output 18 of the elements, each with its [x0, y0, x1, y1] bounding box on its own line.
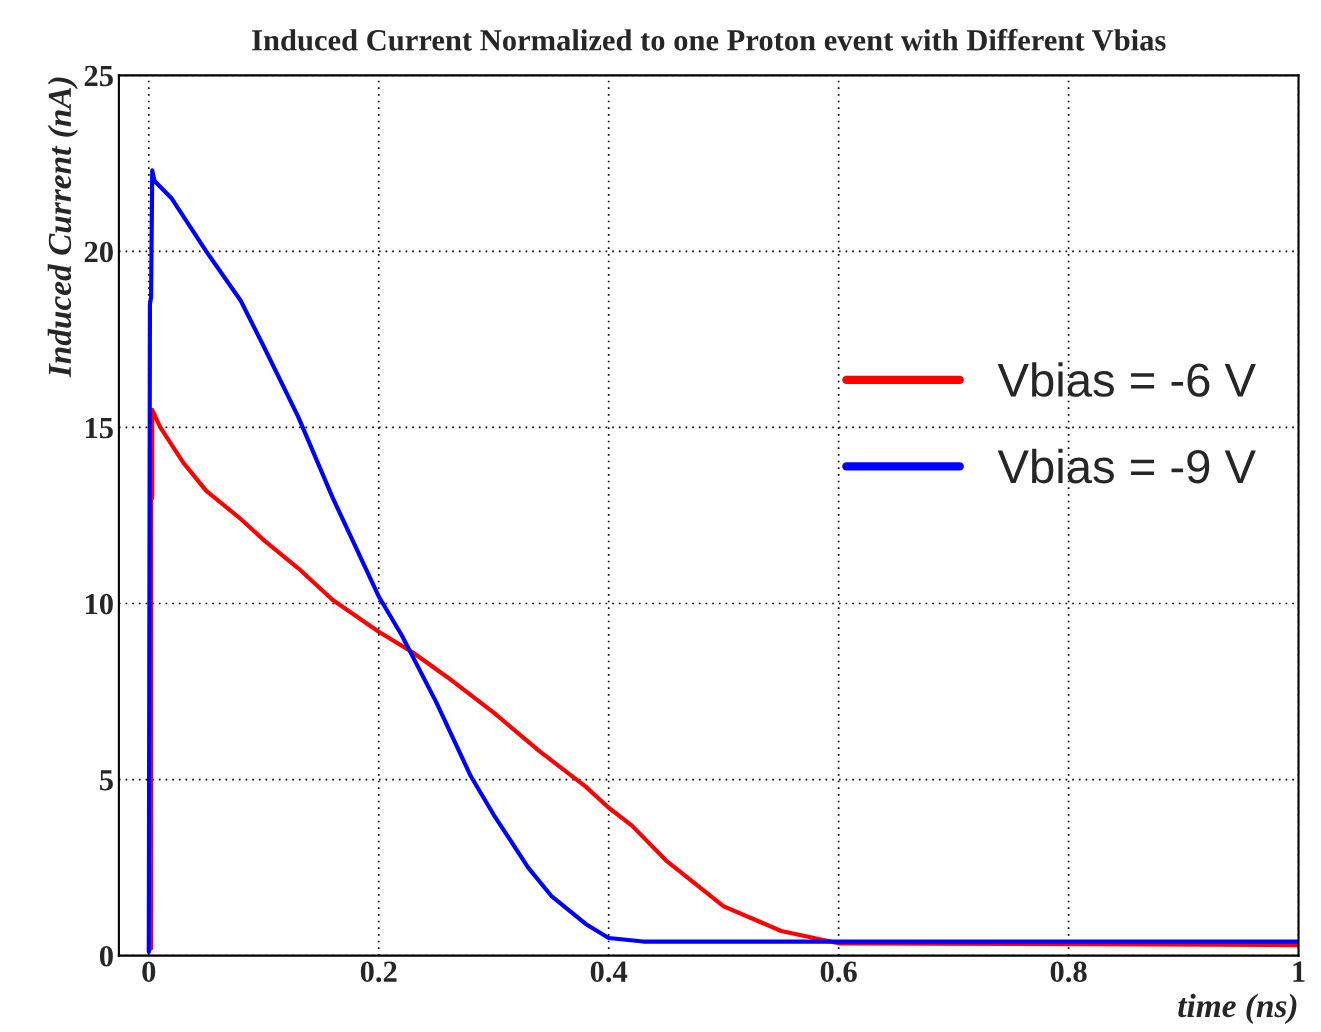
legend-label: Vbias = -9 V — [997, 448, 1256, 484]
x-tick-label: 0.4 — [590, 961, 628, 983]
y-tick-label: 10 — [85, 593, 113, 615]
y-tick-label: 15 — [85, 417, 113, 439]
legend-label: Vbias = -6 V — [997, 362, 1256, 397]
y-tick-label: 25 — [84, 65, 113, 87]
y-tick-label: 5 — [99, 770, 113, 791]
x-tick-label: 1 — [1293, 961, 1305, 982]
x-tick-label: 0.6 — [820, 961, 857, 983]
x-tick-label: 0 — [142, 961, 156, 982]
line-series — [146, 168, 1299, 955]
y-tick-label: 20 — [84, 241, 113, 263]
chart-title: Induced Current Normalized to one Proton event with Different Vbias — [252, 28, 1166, 51]
x-axis-title: time (ns) — [1178, 993, 1297, 1024]
y-axis-title: Induced Current (nA) — [47, 77, 78, 378]
y-tick-label: 0 — [99, 945, 113, 967]
x-tick-label: 0.2 — [360, 961, 397, 983]
x-tick-label: 0.8 — [1050, 961, 1087, 983]
